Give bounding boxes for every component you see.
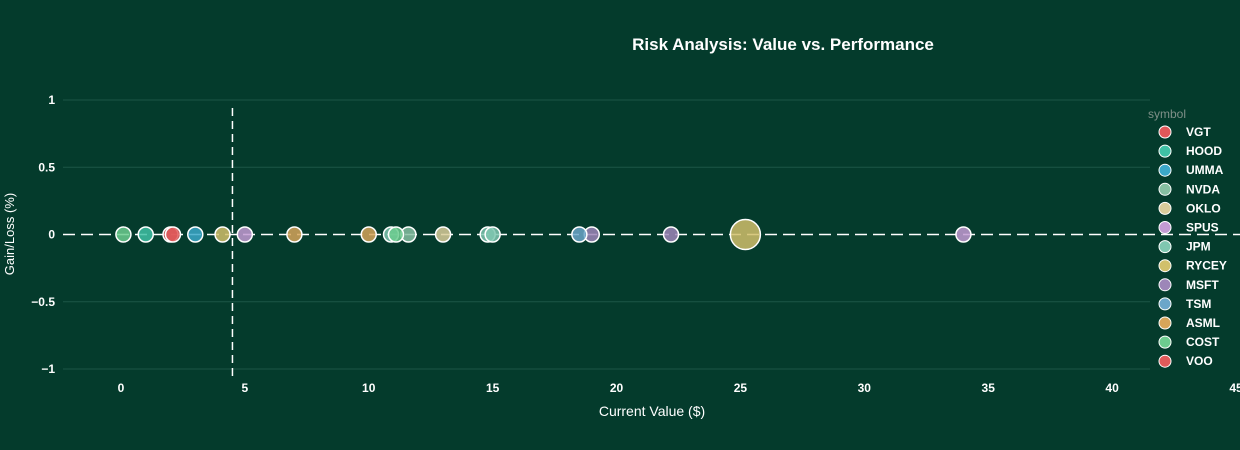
y-tick-label: −1 (41, 362, 55, 376)
x-tick-label: 40 (1105, 381, 1119, 395)
legend-marker (1158, 297, 1172, 311)
data-point-rycey (729, 218, 762, 251)
data-point-jpm (484, 226, 501, 243)
legend-marker (1158, 335, 1172, 349)
data-point-msft (662, 226, 680, 243)
data-point-rycey (214, 226, 231, 243)
x-tick-label: 20 (610, 381, 624, 395)
x-tick-label: 10 (362, 381, 376, 395)
legend-marker (1158, 201, 1172, 215)
data-point-voo (164, 226, 182, 243)
y-tick-label: 1 (48, 93, 55, 107)
legend-label: TSM (1186, 297, 1211, 311)
legend-marker (1158, 182, 1172, 196)
legend-marker (1158, 278, 1172, 292)
legend-label: VGT (1186, 125, 1211, 139)
grid-layer (63, 99, 1150, 370)
legend-label: SPUS (1186, 221, 1219, 235)
data-point-spus (955, 226, 972, 243)
y-axis-label: Gain/Loss (%) (2, 193, 17, 275)
y-tick-label: 0 (48, 228, 55, 242)
y-tick-label: −0.5 (31, 295, 55, 309)
reference-lines (63, 108, 1240, 376)
legend-label: HOOD (1186, 144, 1222, 158)
data-point-cost (115, 226, 132, 243)
legend-label: ASML (1186, 316, 1220, 330)
legend-marker (1158, 316, 1172, 330)
legend-marker (1158, 259, 1172, 273)
y-tick-label: 0.5 (38, 160, 55, 174)
legend-marker (1158, 240, 1172, 254)
data-point-spus (236, 226, 254, 243)
data-point-umma (187, 226, 204, 243)
x-tick-label: 15 (486, 381, 500, 395)
data-point-cost (387, 226, 405, 243)
data-point-hood (137, 226, 154, 243)
legend-label: VOO (1186, 354, 1213, 368)
legend-label: RYCEY (1186, 259, 1227, 273)
legend-label: OKLO (1186, 201, 1221, 215)
legend-label: MSFT (1186, 278, 1219, 292)
legend-label: COST (1186, 335, 1220, 349)
legend-label: NVDA (1186, 182, 1220, 196)
legend-label: JPM (1186, 240, 1211, 254)
legend-label: UMMA (1186, 163, 1224, 177)
legend-items: VGT HOOD UMMA NVDA OKLO SPUS JPM RYCEY MSFT TSM AS… (1158, 125, 1227, 368)
legend-marker (1158, 354, 1172, 368)
data-points (115, 218, 972, 251)
x-tick-label: 0 (118, 381, 125, 395)
data-point-oklo (434, 226, 452, 243)
chart-title: Risk Analysis: Value vs. Performance (632, 35, 934, 54)
data-point-tsm (571, 226, 588, 243)
legend-marker (1158, 144, 1172, 158)
data-point-asml (360, 226, 377, 243)
x-tick-label: 30 (858, 381, 872, 395)
legend-marker (1158, 221, 1172, 234)
legend-marker (1158, 125, 1172, 139)
legend: symbol VGT HOOD UMMA NVDA OKLO SPUS JPM RYCEY MS… (1148, 107, 1227, 368)
y-tick-labels: 1 0.5 0 −0.5 −1 (31, 93, 55, 376)
x-tick-label: 5 (241, 381, 248, 395)
x-tick-label: 45 (1229, 381, 1240, 395)
x-tick-label: 35 (982, 381, 996, 395)
legend-title: symbol (1148, 107, 1186, 121)
x-tick-labels: 0 5 10 15 20 25 30 35 40 45 (118, 381, 1240, 395)
x-axis-label: Current Value ($) (599, 403, 705, 419)
legend-marker (1158, 163, 1172, 177)
data-point-asml (286, 226, 303, 243)
x-tick-label: 25 (734, 381, 748, 395)
